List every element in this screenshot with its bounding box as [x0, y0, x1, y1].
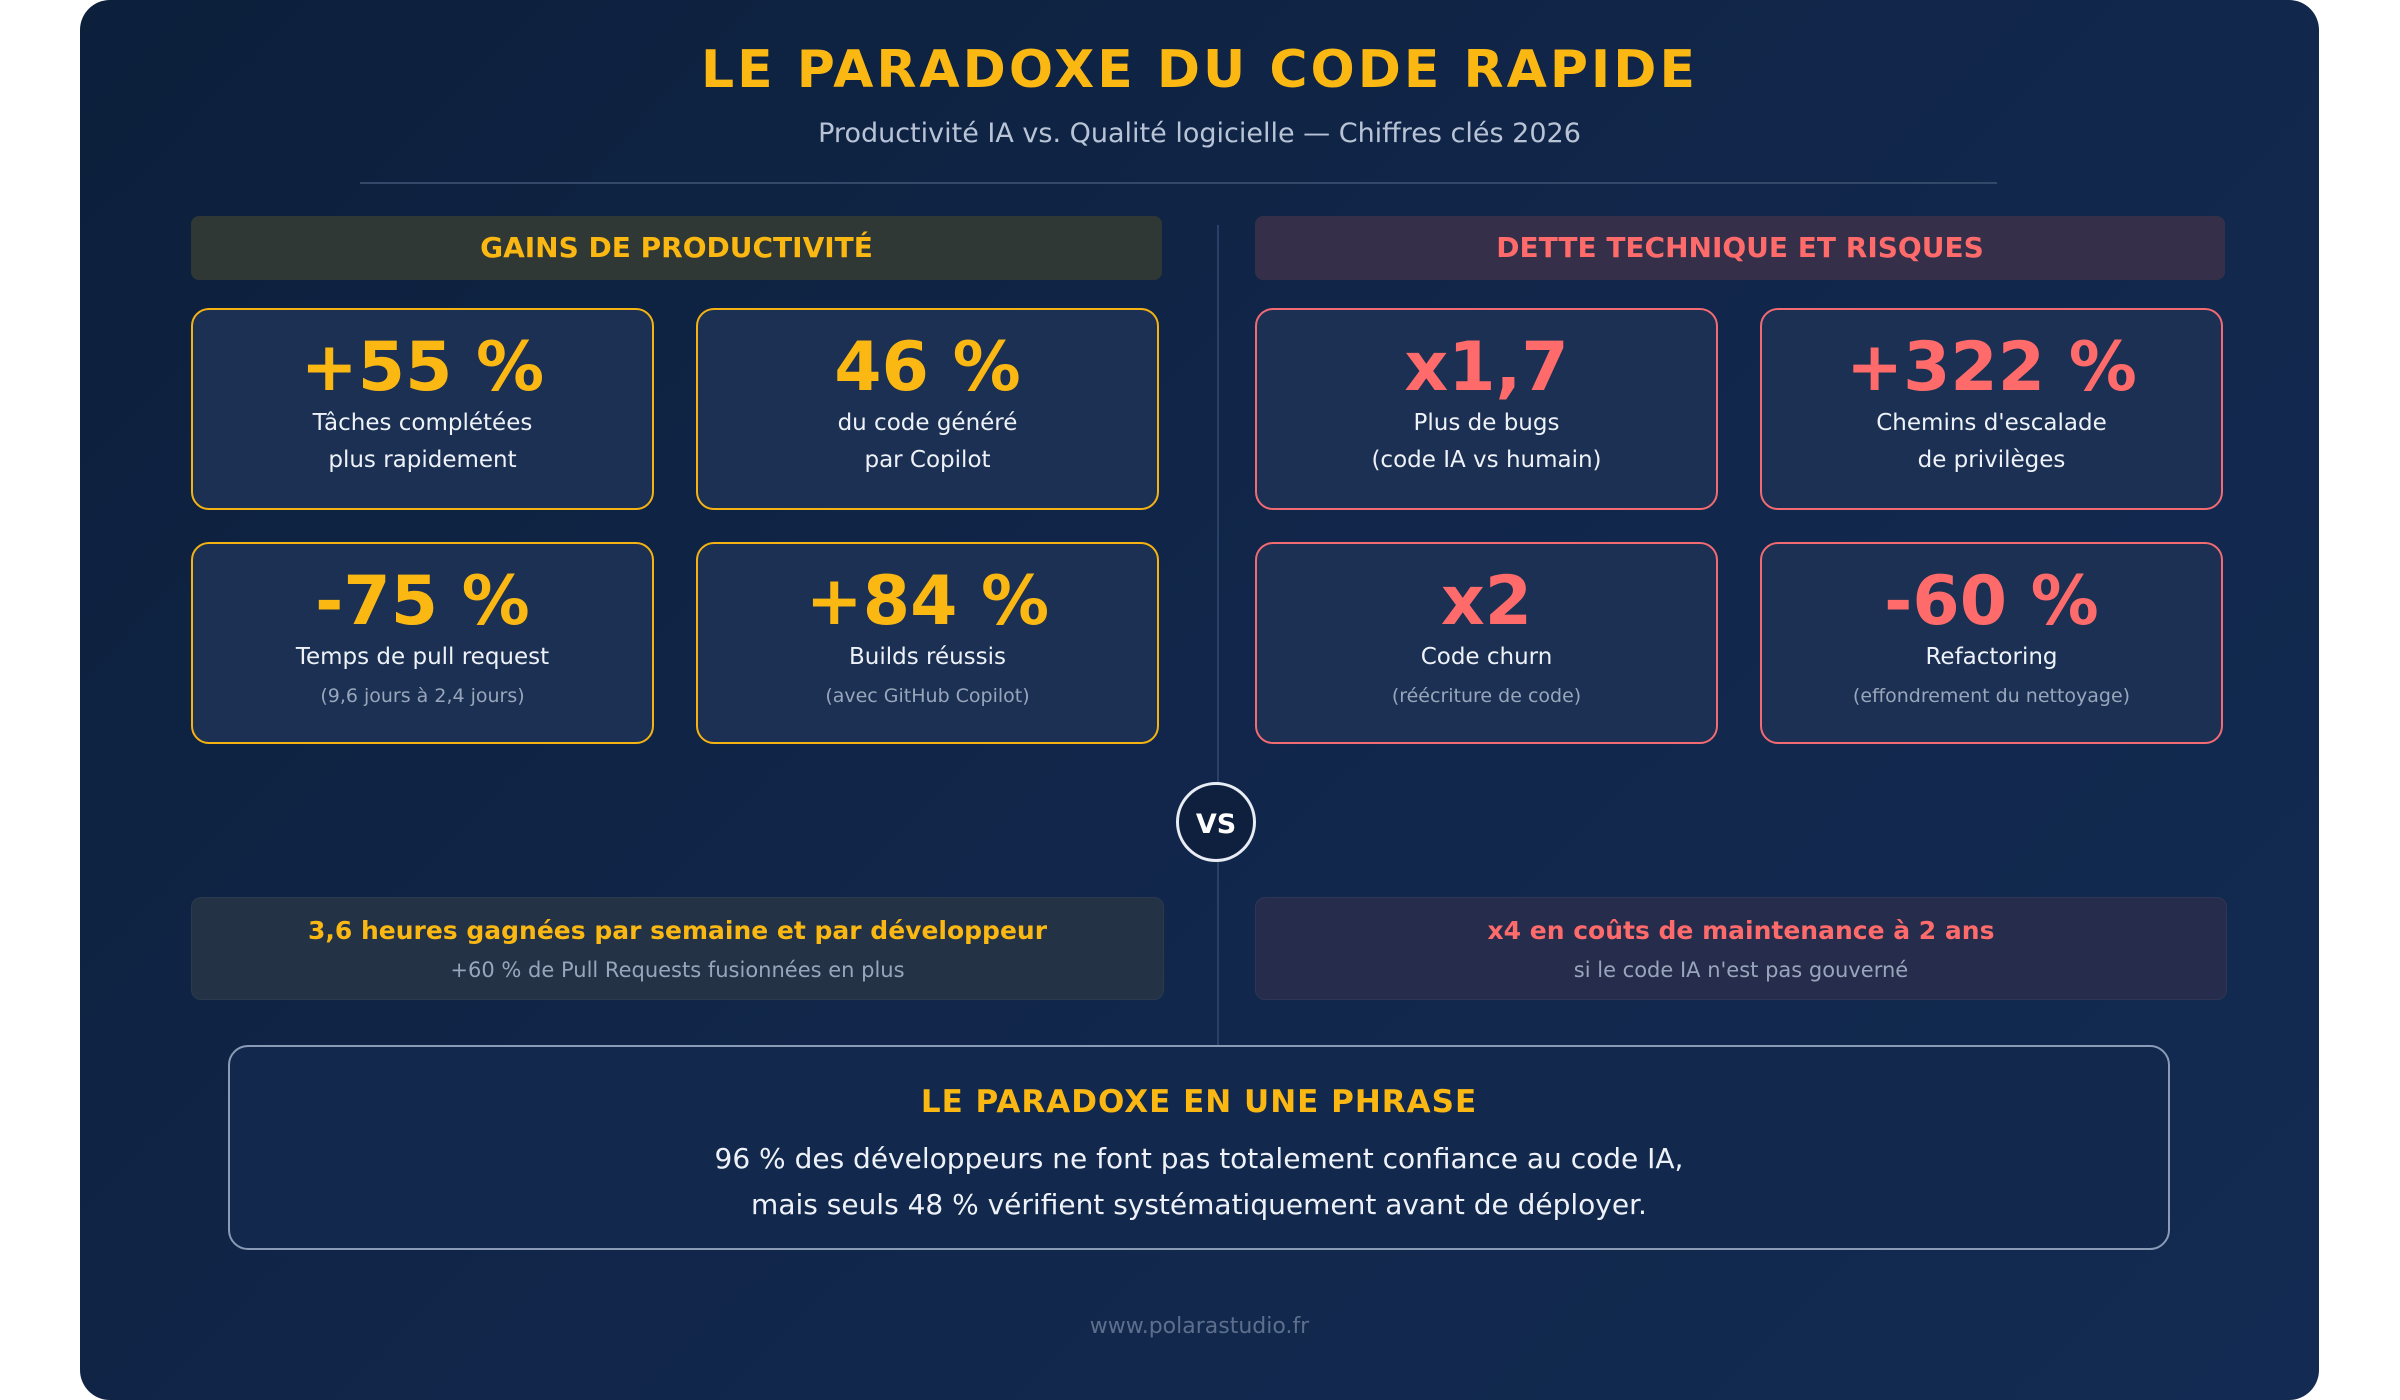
stat-label: par Copilot [864, 447, 991, 473]
stat-note: (9,6 jours à 2,4 jours) [320, 685, 525, 707]
stat-note: (effondrement du nettoyage) [1852, 685, 2131, 707]
stat-value: +55 % [300, 328, 545, 407]
stat-note: (avec GitHub Copilot) [825, 685, 1030, 707]
gains-summary-title: 3,6 heures gagnées par semaine et par dé… [307, 916, 1048, 945]
stat-card: 46 % du code généré par Copilot [696, 308, 1159, 510]
stat-value: +322 % [1846, 328, 2137, 407]
stat-card: -75 % Temps de pull request (9,6 jours à… [191, 542, 654, 744]
paradox-line: 96 % des développeurs ne font pas totale… [714, 1142, 1684, 1175]
footer-url: www.polarastudio.fr [1089, 1314, 1310, 1339]
stat-value: -75 % [315, 562, 530, 641]
stat-card: +322 % Chemins d'escalade de privilèges [1760, 308, 2223, 510]
gains-summary: 3,6 heures gagnées par semaine et par dé… [191, 897, 1164, 1000]
center-divider [1217, 225, 1219, 1071]
stat-value: +84 % [805, 562, 1050, 641]
page-subtitle: Productivité IA vs. Qualité logicielle —… [818, 118, 1581, 149]
stat-value: x1,7 [1404, 328, 1569, 407]
risks-summary-title: x4 en coûts de maintenance à 2 ans [1487, 916, 1995, 945]
stat-label: plus rapidement [328, 447, 517, 473]
stat-value: x2 [1440, 562, 1533, 641]
stat-card: -60 % Refactoring (effondrement du netto… [1760, 542, 2223, 744]
stat-card: +84 % Builds réussis (avec GitHub Copilo… [696, 542, 1159, 744]
risks-summary-subtitle: si le code IA n'est pas gouverné [1573, 958, 1909, 982]
stat-label: Temps de pull request [295, 644, 550, 670]
stat-card: +55 % Tâches complétées plus rapidement [191, 308, 654, 510]
infographic-panel: LE PARADOXE DU CODE RAPIDE Productivité … [80, 0, 2319, 1400]
stat-label: du code généré [837, 410, 1018, 436]
stat-note: (réécriture de code) [1391, 685, 1582, 707]
stat-label: Tâches complétées [312, 410, 533, 436]
stat-label: Chemins d'escalade [1876, 410, 2107, 436]
vs-badge: VS [1176, 782, 1256, 862]
gains-heading: GAINS DE PRODUCTIVITÉ [191, 216, 1162, 280]
stat-label: Code churn [1420, 644, 1553, 670]
stat-value: -60 % [1884, 562, 2099, 641]
stat-label: Plus de bugs [1413, 410, 1560, 436]
risks-summary: x4 en coûts de maintenance à 2 ans si le… [1255, 897, 2227, 1000]
stat-label: de privilèges [1917, 447, 2066, 473]
paradox-title: LE PARADOXE EN UNE PHRASE [920, 1084, 1478, 1120]
stat-label: Builds réussis [848, 644, 1007, 670]
paradox-line: mais seuls 48 % vérifient systématiqueme… [751, 1188, 1647, 1221]
paradox-box: LE PARADOXE EN UNE PHRASE 96 % des dével… [228, 1045, 2170, 1250]
gains-summary-subtitle: +60 % de Pull Requests fusionnées en plu… [450, 958, 905, 982]
page-title: LE PARADOXE DU CODE RAPIDE [701, 40, 1698, 100]
risks-heading: DETTE TECHNIQUE ET RISQUES [1255, 216, 2225, 280]
stat-value: 46 % [834, 328, 1021, 407]
stat-label: Refactoring [1925, 644, 2058, 670]
header-divider [360, 182, 1997, 184]
stat-card: x1,7 Plus de bugs (code IA vs humain) [1255, 308, 1718, 510]
stat-card: x2 Code churn (réécriture de code) [1255, 542, 1718, 744]
stat-label: (code IA vs humain) [1371, 447, 1602, 473]
